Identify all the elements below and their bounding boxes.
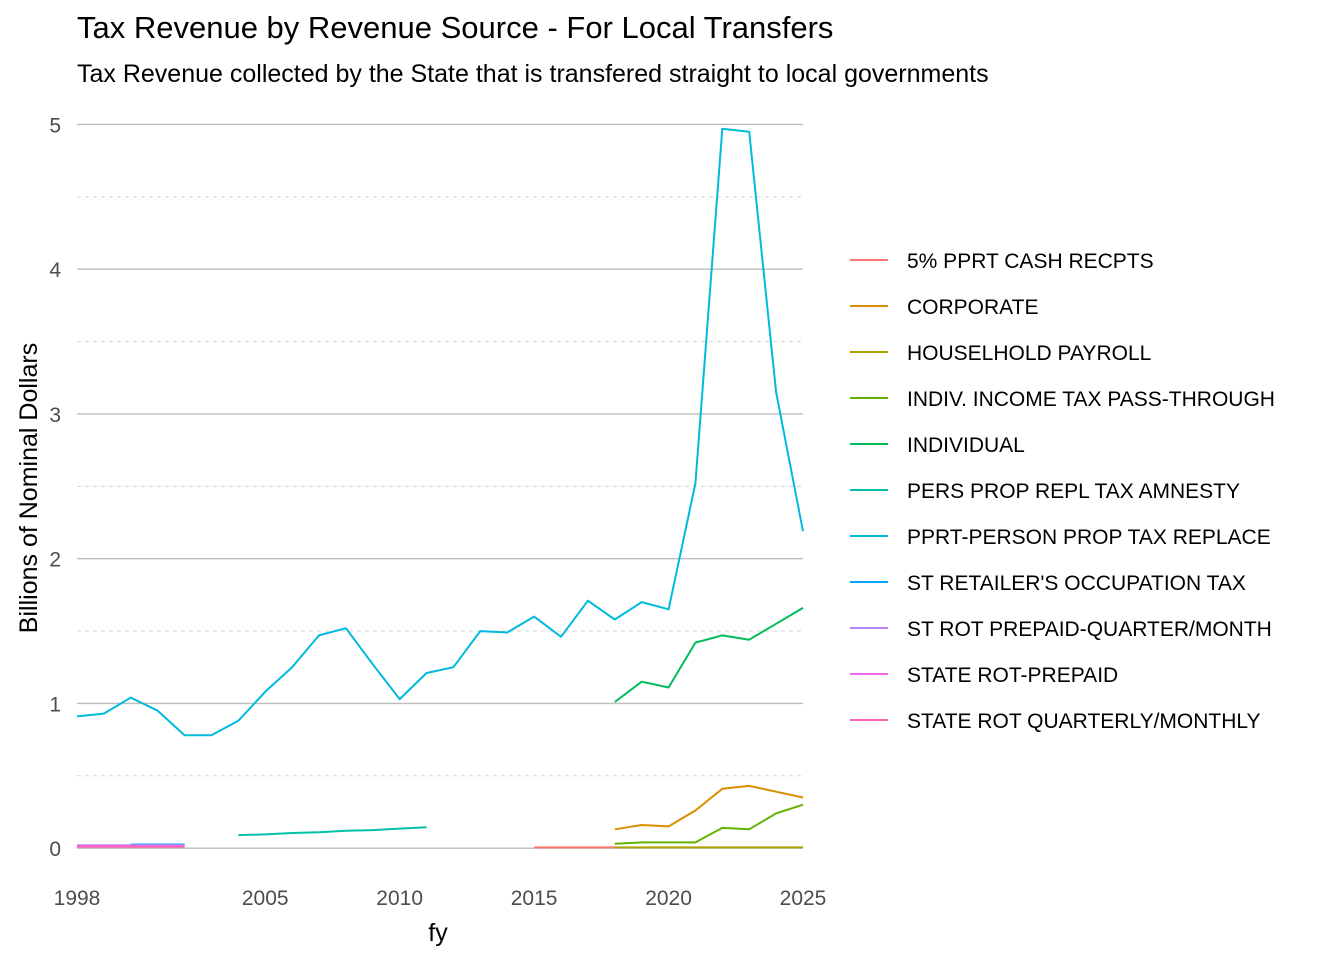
chart-title: Tax Revenue by Revenue Source - For Loca… [77, 10, 834, 45]
legend-label: CORPORATE [907, 296, 1038, 319]
x-tick-label: 2010 [376, 887, 423, 910]
y-tick-label: 5 [49, 114, 61, 137]
x-tick-label: 2020 [645, 887, 692, 910]
legend-item: PPRT-PERSON PROP TAX REPLACE [850, 526, 1271, 549]
legend-label: PPRT-PERSON PROP TAX REPLACE [907, 526, 1271, 549]
series-line [238, 826, 427, 837]
legend-item: STATE ROT-PREPAID [850, 664, 1118, 687]
legend-item: STATE ROT QUARTERLY/MONTHLY [850, 710, 1261, 733]
x-axis-title: fy [428, 919, 448, 947]
y-tick-label: 1 [49, 693, 61, 716]
series-lines [76, 127, 804, 849]
y-tick-label: 4 [49, 259, 61, 282]
legend-label: STATE ROT-PREPAID [907, 664, 1118, 687]
y-tick-label: 3 [49, 404, 61, 427]
series-line [614, 607, 804, 703]
x-tick-label: 2015 [511, 887, 558, 910]
legend-item: HOUSELHOLD PAYROLL [850, 342, 1151, 365]
legend-item: ST RETAILER'S OCCUPATION TAX [850, 572, 1246, 595]
legend: 5% PPRT CASH RECPTS CORPORATE HOUSELHOLD P… [850, 250, 1275, 733]
x-tick-label: 2025 [780, 887, 827, 910]
legend-label: INDIV. INCOME TAX PASS-THROUGH [907, 388, 1275, 411]
series-line [76, 127, 804, 737]
axis-ticks: 0 1 2 3 4 5 1998 2005 2010 2015 2020 2025 [49, 114, 826, 910]
legend-item: INDIVIDUAL [850, 434, 1025, 457]
legend-label: ST ROT PREPAID-QUARTER/MONTH [907, 618, 1272, 641]
legend-label: STATE ROT QUARTERLY/MONTHLY [907, 710, 1261, 733]
y-tick-label: 2 [49, 549, 61, 572]
legend-item: 5% PPRT CASH RECPTS [850, 250, 1154, 273]
x-tick-label: 2005 [242, 887, 289, 910]
y-tick-label: 0 [49, 838, 61, 861]
legend-item: PERS PROP REPL TAX AMNESTY [850, 480, 1240, 503]
legend-label: 5% PPRT CASH RECPTS [907, 250, 1154, 273]
legend-label: ST RETAILER'S OCCUPATION TAX [907, 572, 1246, 595]
legend-label: HOUSELHOLD PAYROLL [907, 342, 1151, 365]
series-line [614, 803, 804, 845]
legend-label: INDIVIDUAL [907, 434, 1025, 457]
chart-subtitle: Tax Revenue collected by the State that … [77, 60, 989, 88]
legend-item: CORPORATE [850, 296, 1038, 319]
x-tick-label: 1998 [54, 887, 101, 910]
legend-item: ST ROT PREPAID-QUARTER/MONTH [850, 618, 1272, 641]
series-line [614, 784, 804, 831]
legend-item: INDIV. INCOME TAX PASS-THROUGH [850, 388, 1275, 411]
legend-label: PERS PROP REPL TAX AMNESTY [907, 480, 1240, 503]
y-axis-title: Billions of Nominal Dollars [15, 343, 43, 633]
